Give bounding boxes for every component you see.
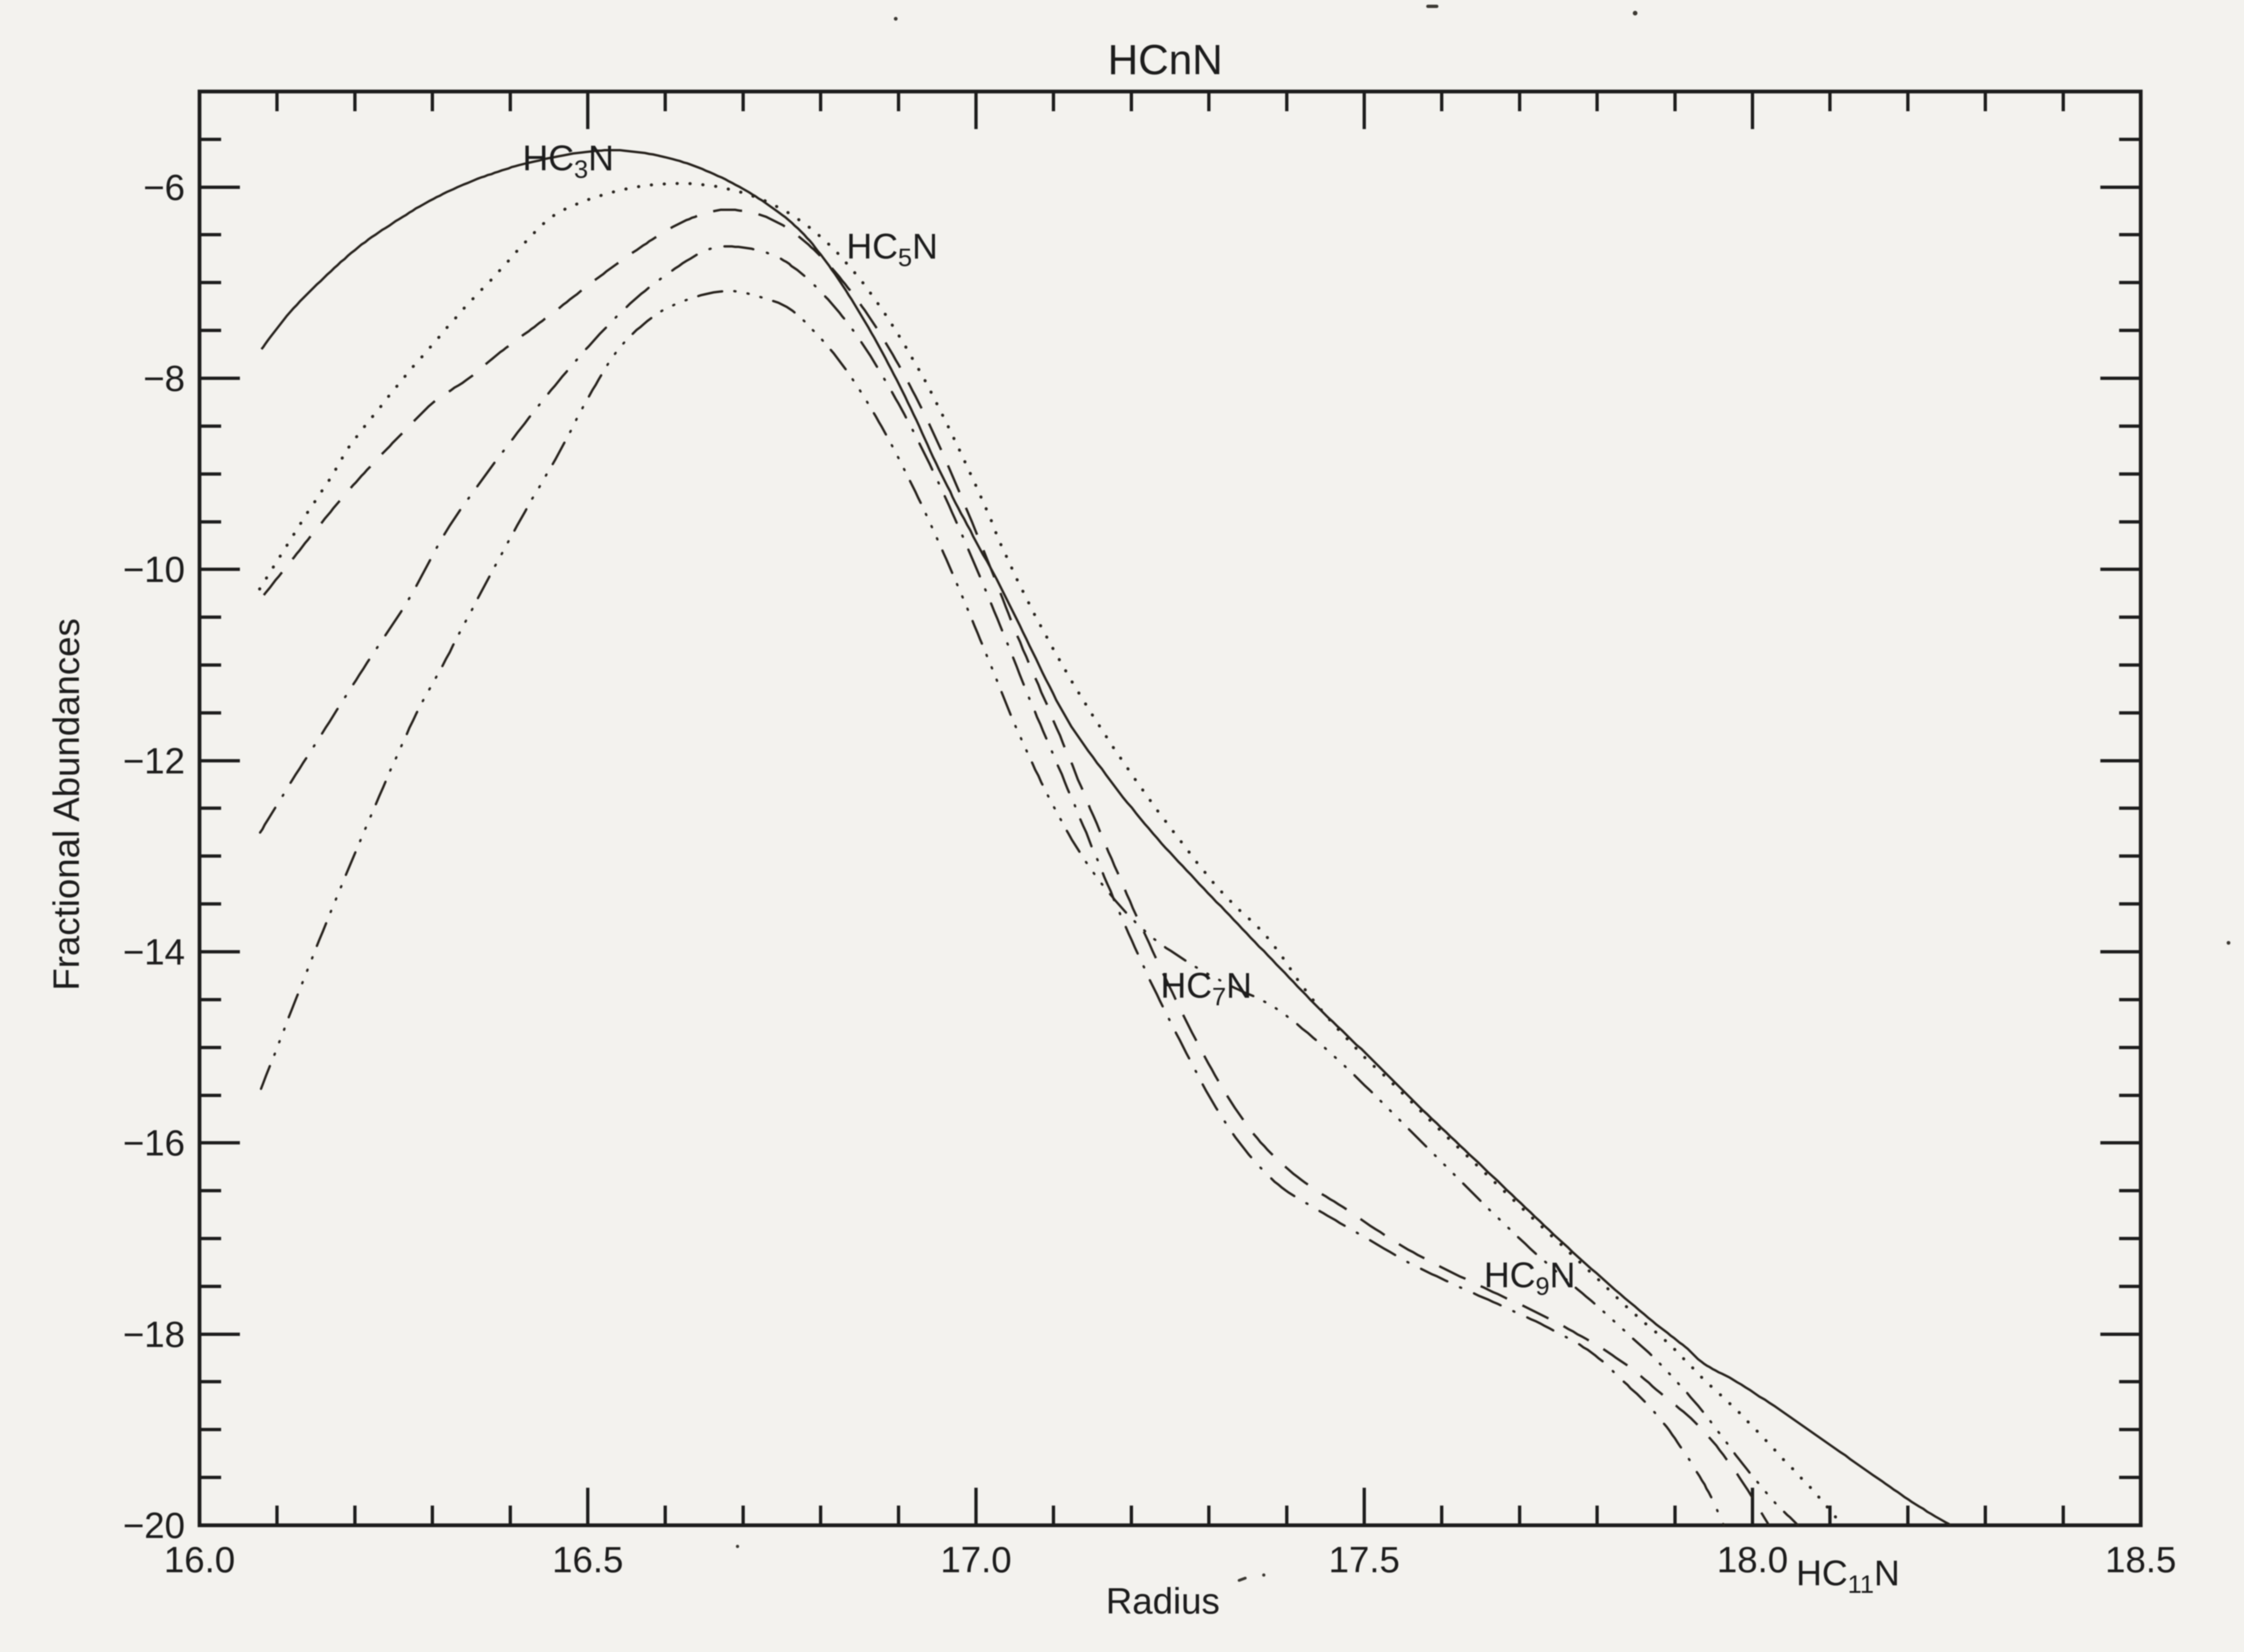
svg-text:Radius: Radius [1106,1580,1220,1621]
svg-text:17.0: 17.0 [940,1539,1012,1580]
svg-text:17.5: 17.5 [1329,1539,1400,1580]
svg-text:−10: −10 [123,549,185,590]
svg-text:−16: −16 [123,1122,185,1163]
svg-text:−8: −8 [143,358,185,399]
svg-text:−12: −12 [123,740,185,781]
svg-text:HC7N: HC7N [1160,966,1252,1011]
svg-text:−6: −6 [143,167,185,208]
svg-text:HC3N: HC3N [523,138,614,184]
svg-text:Fractional Abundances: Fractional Abundances [46,618,87,991]
svg-text:HCnN: HCnN [1107,37,1222,84]
svg-text:16.5: 16.5 [552,1539,623,1580]
svg-text:HC9N: HC9N [1484,1255,1575,1300]
svg-text:−18: −18 [123,1314,185,1355]
svg-text:−14: −14 [123,931,185,972]
svg-text:−20: −20 [123,1505,185,1546]
svg-text:HC5N: HC5N [846,227,938,272]
svg-text:18.5: 18.5 [2105,1539,2176,1580]
svg-text:16.0: 16.0 [164,1539,235,1580]
svg-text:18.0: 18.0 [1717,1539,1788,1580]
svg-text:HC11N: HC11N [1796,1553,1900,1598]
